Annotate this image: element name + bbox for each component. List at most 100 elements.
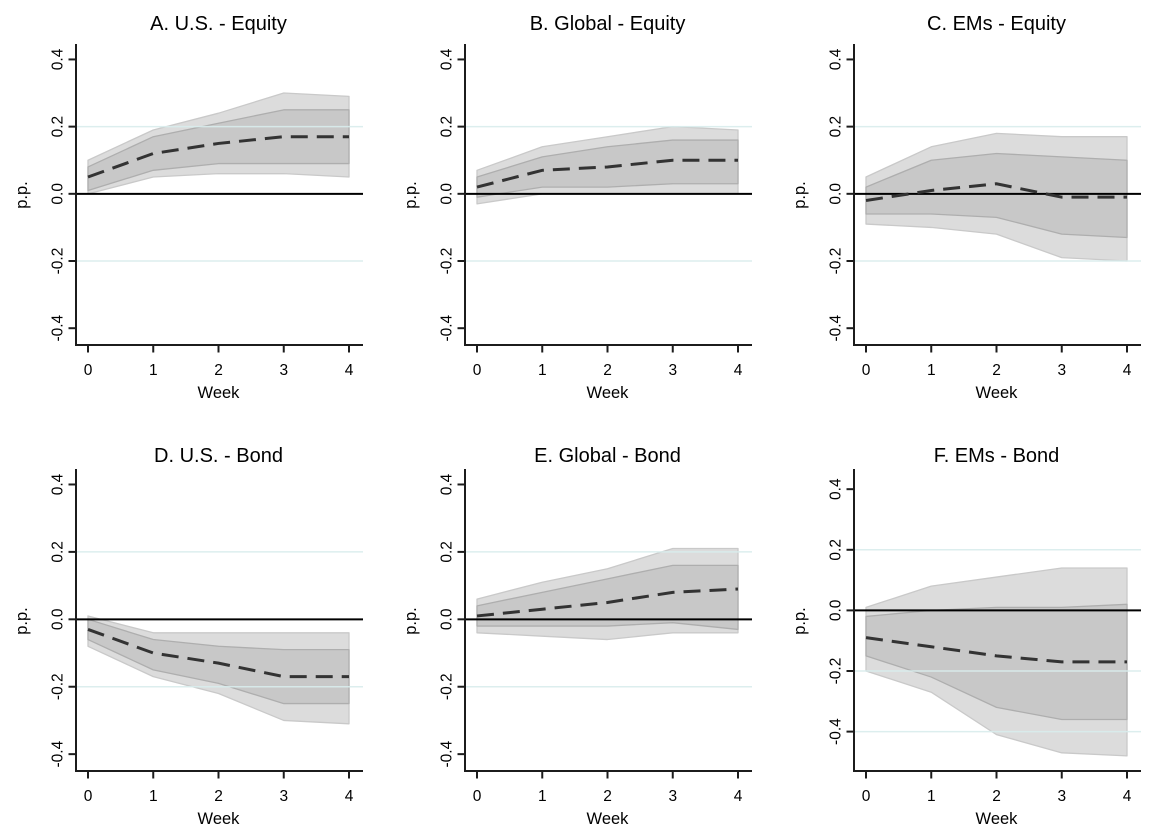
- y-axis-label: p.p.: [791, 607, 809, 635]
- y-tick-label: 0.0: [827, 183, 844, 205]
- x-tick-label: 4: [1123, 362, 1132, 379]
- x-tick-label: 3: [668, 362, 677, 379]
- x-axis-label: Week: [587, 384, 630, 402]
- y-tick-label: 0.0: [827, 599, 844, 621]
- chart-canvas-b: 0.4 0.2 0.0 -0.2 -0.4 0 1 2 3 4 B. Global - Equit…: [402, 13, 752, 402]
- panel-a-us-equity: 0.4 0.2 0.0 -0.2 -0.4 0 1 2 3 4 A. U.S. - Equity …: [0, 0, 389, 417]
- point-estimate-line: [476, 587, 739, 618]
- point-estimate-line: [865, 182, 1127, 203]
- y-tick-label: 0.2: [438, 116, 455, 138]
- x-tick-label: 1: [538, 362, 547, 379]
- y-tick-label: -0.4: [827, 314, 844, 341]
- y-tick-label: 0.4: [49, 48, 66, 70]
- inner-confidence-band: [476, 564, 739, 631]
- y-tick-label: 0.2: [49, 541, 66, 563]
- y-tick-label: 0.4: [827, 48, 844, 70]
- y-axis-label: p.p.: [13, 607, 31, 635]
- x-tick-label: 3: [1057, 362, 1066, 379]
- chart-canvas-e: 0.40.20.0-0.2-0.40 1 2 3 4 E. Global - Bond …: [402, 445, 752, 828]
- x-tick-label: 3: [279, 362, 288, 379]
- chart-canvas-a: 0.40.20.0-0.2-0.40 1 2 3 4 A. U.S. - Equity …: [13, 13, 363, 402]
- x-tick-label: 0: [862, 788, 871, 805]
- y-tick-label: 0.4: [438, 473, 455, 495]
- y-tick-label: 0.0: [49, 183, 66, 205]
- y-tick-label: -0.2: [827, 248, 844, 275]
- x-tick-label: 3: [1057, 788, 1066, 805]
- x-tick-label: 1: [149, 362, 158, 379]
- point-estimate-line: [87, 628, 349, 679]
- panel-title: B. Global - Equity: [530, 13, 686, 35]
- y-tick-label: -0.4: [49, 314, 66, 341]
- point-estimate-line: [865, 636, 1127, 664]
- chart-canvas-d: 0.4 0.2 0.0 -0.2 -0.4 0 1 2 3 4 D. U.S. - Bond p.…: [13, 445, 363, 828]
- x-tick-label: 2: [992, 362, 1001, 379]
- inner-confidence-band: [476, 139, 739, 198]
- y-tick-label: -0.4: [438, 314, 455, 341]
- panel-d-us-bond: 0.4 0.2 0.0 -0.2 -0.4 0 1 2 3 4 D. U.S. - Bond p.…: [0, 417, 389, 834]
- x-tick-label: 0: [473, 788, 482, 805]
- panel-title: D. U.S. - Bond: [154, 445, 283, 467]
- y-tick-label: 0.0: [49, 608, 66, 630]
- x-tick-label: 3: [668, 788, 677, 805]
- y-tick-label: 0.0: [438, 608, 455, 630]
- x-tick-label: 0: [473, 362, 482, 379]
- y-tick-label: 0.2: [49, 116, 66, 138]
- x-tick-label: 1: [149, 788, 158, 805]
- inner-confidence-band: [87, 618, 350, 705]
- y-axis-label: p.p.: [791, 181, 809, 209]
- panel-f-ems-bond: 0.4 0.2 0.0 -0.2 -0.4 0 1 2 3 4 F. EMs - Bond p.p…: [778, 417, 1167, 834]
- panel-c-ems-equity: 0.4 0.2 0.0 -0.2 -0.4 0 1 2 3 4 C. EMs - Equity p…: [778, 0, 1167, 417]
- x-tick-label: 4: [345, 362, 354, 379]
- x-tick-label: 2: [603, 788, 612, 805]
- x-tick-label: 2: [992, 788, 1001, 805]
- panel-title: C. EMs - Equity: [927, 13, 1066, 35]
- point-estimate-line: [476, 158, 738, 189]
- chart-canvas-f: 0.4 0.2 0.0 -0.2 -0.4 0 1 2 3 4 F. EMs - Bond p.p…: [791, 445, 1141, 828]
- panel-b-global-equity: 0.4 0.2 0.0 -0.2 -0.4 0 1 2 3 4 B. Global - Equit…: [389, 0, 778, 417]
- y-tick-label: 0.2: [827, 116, 844, 138]
- x-axis-label: Week: [198, 384, 241, 402]
- chart-canvas-c: 0.4 0.2 0.0 -0.2 -0.4 0 1 2 3 4 C. EMs - Equity p…: [791, 13, 1141, 402]
- y-tick-label: 0.4: [438, 48, 455, 70]
- y-tick-label: -0.4: [827, 718, 844, 745]
- panel-title: E. Global - Bond: [534, 445, 681, 467]
- x-tick-label: 1: [927, 788, 936, 805]
- panel-e-global-bond: 0.4 0.2 0.0 -0.2 -0.4 0 1 2 3 4 E. Global - Bond …: [389, 417, 778, 834]
- x-axis-label: Week: [198, 810, 241, 828]
- x-tick-label: 0: [84, 788, 93, 805]
- point-estimate-line: [87, 135, 349, 179]
- x-tick-label: 4: [345, 788, 354, 805]
- x-tick-label: 0: [84, 362, 93, 379]
- y-tick-label: 0.4: [49, 473, 66, 495]
- y-tick-label: -0.2: [438, 248, 455, 275]
- x-tick-label: 4: [1123, 788, 1132, 805]
- x-axis-label: Week: [976, 384, 1019, 402]
- x-tick-label: 1: [927, 362, 936, 379]
- x-tick-label: 2: [214, 788, 223, 805]
- x-tick-label: 4: [734, 362, 743, 379]
- x-axis-label: Week: [587, 810, 630, 828]
- y-tick-label: -0.2: [49, 248, 66, 275]
- y-tick-label: -0.4: [438, 740, 455, 767]
- x-tick-label: 3: [279, 788, 288, 805]
- y-axis-label: p.p.: [402, 607, 420, 635]
- y-tick-label: 0.2: [827, 539, 844, 561]
- inner-confidence-band: [865, 152, 1128, 239]
- y-tick-label: 0.4: [827, 478, 844, 500]
- y-tick-label: 0.2: [438, 541, 455, 563]
- inner-confidence-band: [87, 109, 350, 192]
- x-axis-label: Week: [976, 810, 1019, 828]
- y-tick-label: 0.0: [438, 183, 455, 205]
- panel-title: A. U.S. - Equity: [150, 13, 287, 35]
- y-axis-label: p.p.: [402, 181, 420, 209]
- inner-confidence-band: [865, 603, 1128, 721]
- x-tick-label: 4: [734, 788, 743, 805]
- x-tick-label: 2: [214, 362, 223, 379]
- x-tick-label: 2: [603, 362, 612, 379]
- panel-title: F. EMs - Bond: [934, 445, 1060, 467]
- y-tick-label: -0.2: [49, 673, 66, 700]
- x-tick-label: 1: [538, 788, 547, 805]
- y-axis-label: p.p.: [13, 181, 31, 209]
- y-tick-label: -0.4: [49, 740, 66, 767]
